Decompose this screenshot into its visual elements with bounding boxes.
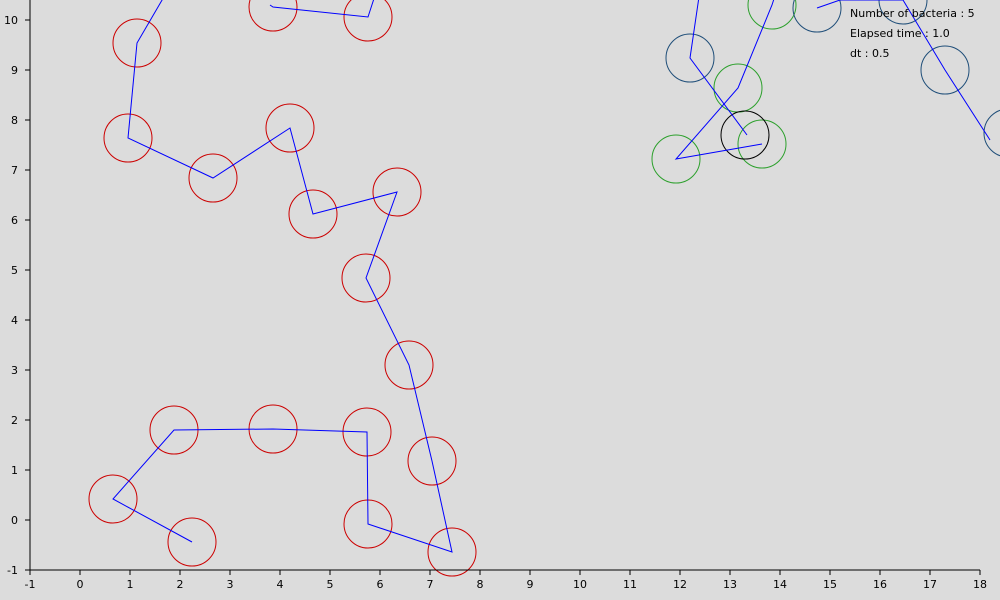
trajectory-line xyxy=(816,0,991,141)
x-tick-label: 3 xyxy=(227,578,234,591)
axes: -1 0 1 2 3 4 5 6 7 8 9 10 11 12 13 14 15 16 17 18 -10123456… xyxy=(4,0,987,591)
bacterium-circle xyxy=(265,103,315,153)
bacterium-circle xyxy=(248,0,298,32)
bacterium-circle xyxy=(167,517,217,567)
x-tick-label: 8 xyxy=(477,578,484,591)
y-tick-label: 8 xyxy=(11,114,18,127)
x-tick-label: 5 xyxy=(327,578,334,591)
bacterium-circle xyxy=(103,113,153,163)
elapsed-time-text: Elapsed time : 1.0 xyxy=(850,27,950,40)
bacterium-circle xyxy=(372,167,422,217)
bacterium-circle xyxy=(983,109,1000,157)
bacterium-circle xyxy=(427,527,477,577)
y-tick-label: 10 xyxy=(4,14,18,27)
bacterium-circle xyxy=(651,134,701,184)
y-tick-label: 0 xyxy=(11,514,18,527)
y-tick-label: 5 xyxy=(11,264,18,277)
bacterium-circle xyxy=(720,110,770,160)
y-tick-label: 9 xyxy=(11,64,18,77)
bacterium-circle xyxy=(878,0,928,25)
bacteria-trajectories xyxy=(112,0,991,553)
x-tick-label: 10 xyxy=(573,578,587,591)
bacterium-circle xyxy=(112,18,162,68)
bacterium-circle xyxy=(920,45,970,95)
bacterium-circle xyxy=(88,474,138,524)
x-tick-label: 13 xyxy=(723,578,737,591)
x-tick-label: 12 xyxy=(673,578,687,591)
bacterium-circle xyxy=(665,33,715,83)
x-tick-label: 9 xyxy=(527,578,534,591)
y-tick-label: 4 xyxy=(11,314,18,327)
bacterium-circle xyxy=(792,0,842,33)
bacterium-circle xyxy=(747,0,797,30)
y-tick-label: 6 xyxy=(11,214,18,227)
trajectory-line xyxy=(112,0,453,553)
bacteria-count-text: Number of bacteria : 5 xyxy=(850,7,975,20)
trajectory-line xyxy=(689,0,748,136)
y-tick-label: 2 xyxy=(11,414,18,427)
trajectory-line xyxy=(674,0,775,160)
y-tick-label: 1 xyxy=(11,464,18,477)
bacteria-circles xyxy=(88,0,1000,577)
info-panel: Number of bacteria : 5 Elapsed time : 1.… xyxy=(850,7,975,60)
x-tick-label: 1 xyxy=(127,578,134,591)
y-tick-label: 3 xyxy=(11,364,18,377)
y-axis-ticks: -1 0 1 2 3 4 5 6 7 8 9 10 xyxy=(4,14,30,577)
x-tick-label: 0 xyxy=(77,578,84,591)
x-axis-ticks: -1 0 1 2 3 4 5 6 7 8 9 10 11 12 13 14 15 16 17 18 xyxy=(25,570,987,591)
bacterium-circle xyxy=(407,436,457,486)
dt-text: dt : 0.5 xyxy=(850,47,890,60)
bacterium-circle xyxy=(737,119,787,169)
bacterium-circle xyxy=(343,0,393,42)
x-tick-label: 18 xyxy=(973,578,987,591)
bacterium-circle xyxy=(188,153,238,203)
x-tick-label: 2 xyxy=(177,578,184,591)
y-tick-label: -1 xyxy=(7,564,18,577)
bacterium-circle xyxy=(341,253,391,303)
x-tick-label: 15 xyxy=(823,578,837,591)
y-tick-label: 7 xyxy=(11,164,18,177)
x-tick-label: 11 xyxy=(623,578,637,591)
trajectory-line xyxy=(269,0,375,18)
x-tick-label: -1 xyxy=(25,578,36,591)
x-tick-label: 6 xyxy=(377,578,384,591)
bacterium-circle xyxy=(288,189,338,239)
x-tick-label: 7 xyxy=(427,578,434,591)
x-tick-label: 14 xyxy=(773,578,787,591)
bacterium-circle xyxy=(384,340,434,390)
x-tick-label: 16 xyxy=(873,578,887,591)
x-tick-label: 17 xyxy=(923,578,937,591)
x-tick-label: 4 xyxy=(277,578,284,591)
